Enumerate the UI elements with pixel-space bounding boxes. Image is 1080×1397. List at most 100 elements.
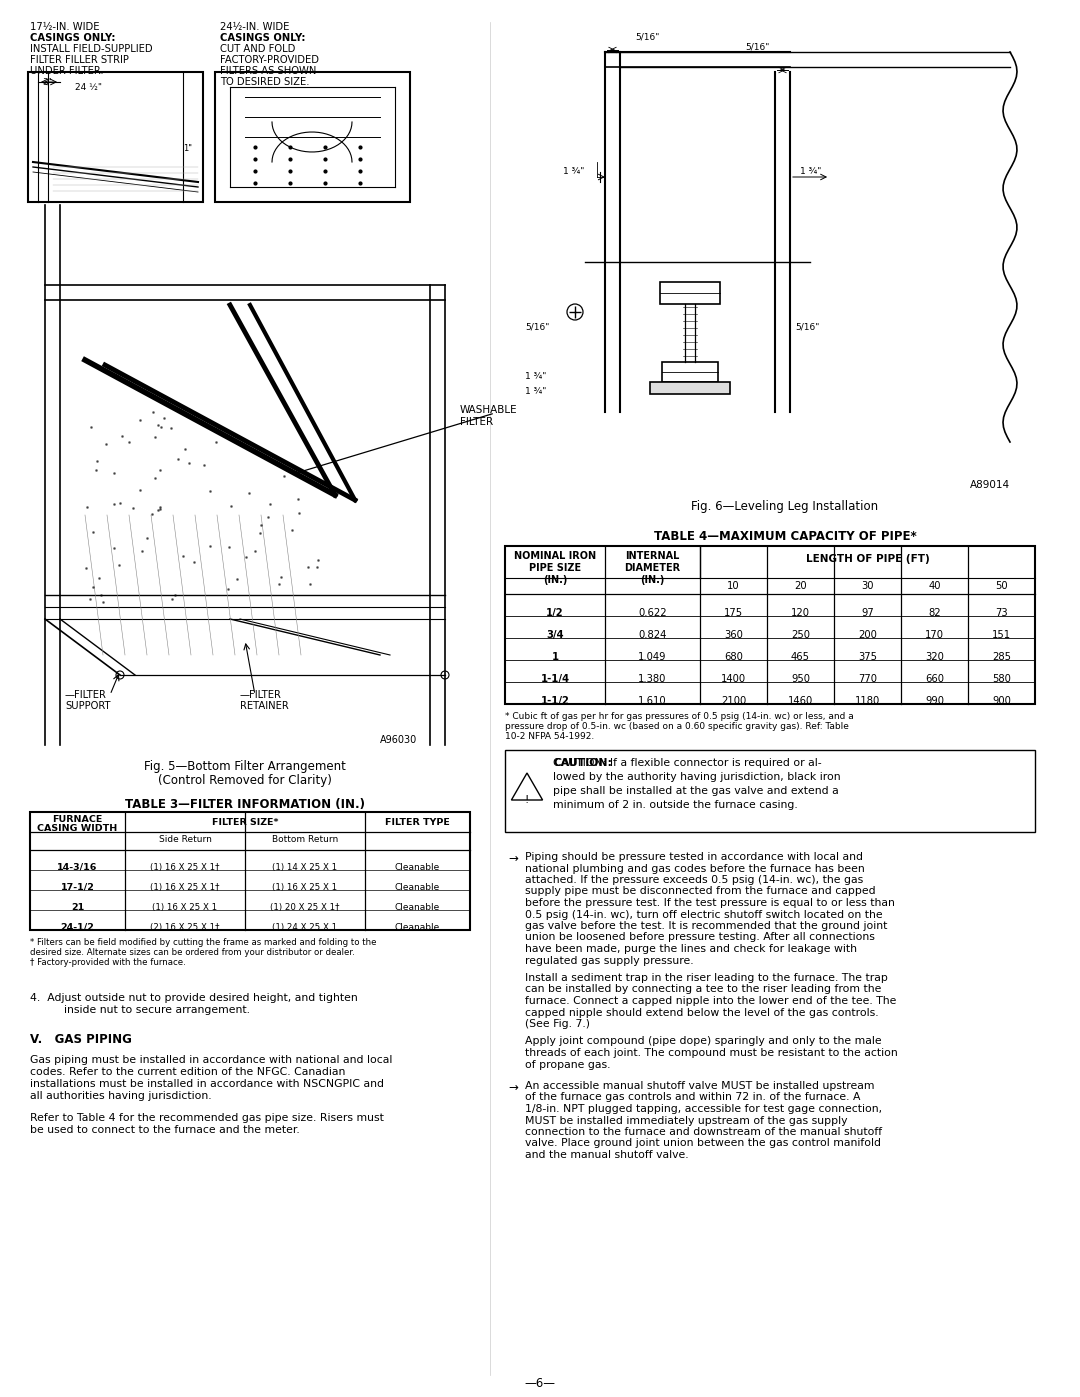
Polygon shape xyxy=(33,162,198,187)
Text: RETAINER: RETAINER xyxy=(240,701,288,711)
Text: INSTALL FIELD-SUPPLIED: INSTALL FIELD-SUPPLIED xyxy=(30,43,152,54)
Text: 5/16": 5/16" xyxy=(745,42,769,52)
Text: FURNACE: FURNACE xyxy=(52,814,103,824)
Text: NOMINAL IRON: NOMINAL IRON xyxy=(514,550,596,562)
Text: 97: 97 xyxy=(861,608,874,617)
Text: 3": 3" xyxy=(42,78,52,87)
Text: 4.  Adjust outside nut to provide desired height, and tighten: 4. Adjust outside nut to provide desired… xyxy=(30,993,357,1003)
Text: FILTERS AS SHOWN: FILTERS AS SHOWN xyxy=(220,66,316,75)
Text: Gas piping must be installed in accordance with national and local: Gas piping must be installed in accordan… xyxy=(30,1055,392,1065)
Text: 1460: 1460 xyxy=(788,696,813,705)
Text: 24-1/2: 24-1/2 xyxy=(60,923,94,932)
Text: of the furnace gas controls and within 72 in. of the furnace. A: of the furnace gas controls and within 7… xyxy=(525,1092,861,1102)
Text: 170: 170 xyxy=(924,630,944,640)
Text: Install a sediment trap in the riser leading to the furnace. The trap: Install a sediment trap in the riser lea… xyxy=(525,972,888,983)
Text: 120: 120 xyxy=(791,608,810,617)
Text: regulated gas supply pressure.: regulated gas supply pressure. xyxy=(525,956,693,965)
Text: 770: 770 xyxy=(858,673,877,685)
Text: of propane gas.: of propane gas. xyxy=(525,1059,610,1070)
Text: FILTER: FILTER xyxy=(460,416,494,427)
Text: 1/8-in. NPT plugged tapping, accessible for test gage connection,: 1/8-in. NPT plugged tapping, accessible … xyxy=(525,1104,882,1113)
Text: Cleanable: Cleanable xyxy=(395,863,441,872)
Text: FACTORY-PROVIDED: FACTORY-PROVIDED xyxy=(220,54,319,66)
Text: !: ! xyxy=(525,795,529,805)
Text: 950: 950 xyxy=(791,673,810,685)
Text: 5/16": 5/16" xyxy=(795,321,820,331)
Bar xyxy=(28,73,203,203)
Text: 14-3/16: 14-3/16 xyxy=(57,863,97,872)
Text: CAUTION: If a flexible connector is required or al-: CAUTION: If a flexible connector is requ… xyxy=(553,759,822,768)
Text: 200: 200 xyxy=(859,630,877,640)
Text: WASHABLE: WASHABLE xyxy=(460,405,517,415)
Text: 5/16": 5/16" xyxy=(635,32,660,41)
Text: INTERNAL: INTERNAL xyxy=(625,550,679,562)
Text: (See Fig. 7.): (See Fig. 7.) xyxy=(525,1018,590,1030)
Text: 17-1/2: 17-1/2 xyxy=(60,883,94,893)
Text: 10: 10 xyxy=(727,581,740,591)
Bar xyxy=(505,750,1035,833)
Text: TABLE 4—MAXIMUM CAPACITY OF PIPE*: TABLE 4—MAXIMUM CAPACITY OF PIPE* xyxy=(653,529,916,543)
Text: CUT AND FOLD: CUT AND FOLD xyxy=(220,43,295,54)
Text: 1: 1 xyxy=(552,652,558,662)
Text: attached. If the pressure exceeds 0.5 psig (14-in. wc), the gas: attached. If the pressure exceeds 0.5 ps… xyxy=(525,875,863,886)
Text: 1": 1" xyxy=(183,144,192,154)
Text: gas valve before the test. It is recommended that the ground joint: gas valve before the test. It is recomme… xyxy=(525,921,888,930)
Text: A89014: A89014 xyxy=(970,481,1010,490)
Text: 990: 990 xyxy=(924,696,944,705)
Text: 285: 285 xyxy=(993,652,1011,662)
Text: 0.824: 0.824 xyxy=(638,630,666,640)
Text: 21: 21 xyxy=(71,902,84,912)
Text: minimum of 2 in. outside the furnace casing.: minimum of 2 in. outside the furnace cas… xyxy=(553,800,798,810)
Text: 900: 900 xyxy=(993,696,1011,705)
Text: † Factory-provided with the furnace.: † Factory-provided with the furnace. xyxy=(30,958,186,967)
Text: CASINGS ONLY:: CASINGS ONLY: xyxy=(30,34,116,43)
Text: have been made, purge the lines and check for leakage with: have been made, purge the lines and chec… xyxy=(525,944,858,954)
Text: 151: 151 xyxy=(991,630,1011,640)
Text: * Cubic ft of gas per hr for gas pressures of 0.5 psig (14-in. wc) or less, and : * Cubic ft of gas per hr for gas pressur… xyxy=(505,712,854,721)
Text: 1180: 1180 xyxy=(855,696,880,705)
Text: (1) 16 X 25 X 1: (1) 16 X 25 X 1 xyxy=(272,883,338,893)
Text: Cleanable: Cleanable xyxy=(395,923,441,932)
Text: Bottom Return: Bottom Return xyxy=(272,835,338,844)
Text: 1 ¾": 1 ¾" xyxy=(525,387,546,395)
Text: can be installed by connecting a tee to the riser leading from the: can be installed by connecting a tee to … xyxy=(525,985,881,995)
Text: connection to the furnace and downstream of the manual shutoff: connection to the furnace and downstream… xyxy=(525,1127,882,1137)
Text: supply pipe must be disconnected from the furnace and capped: supply pipe must be disconnected from th… xyxy=(525,887,876,897)
Text: 3/4: 3/4 xyxy=(546,630,564,640)
Text: 660: 660 xyxy=(924,673,944,685)
Text: capped nipple should extend below the level of the gas controls.: capped nipple should extend below the le… xyxy=(525,1007,879,1017)
Text: (1) 16 X 25 X 1†: (1) 16 X 25 X 1† xyxy=(150,883,219,893)
Text: 50: 50 xyxy=(995,581,1008,591)
Bar xyxy=(650,381,730,394)
Text: 1 ¾": 1 ¾" xyxy=(800,168,822,176)
Text: threads of each joint. The compound must be resistant to the action: threads of each joint. The compound must… xyxy=(525,1048,897,1058)
Text: valve. Place ground joint union between the gas control manifold: valve. Place ground joint union between … xyxy=(525,1139,881,1148)
Text: Piping should be pressure tested in accordance with local and: Piping should be pressure tested in acco… xyxy=(525,852,863,862)
Text: (1) 16 X 25 X 1: (1) 16 X 25 X 1 xyxy=(152,902,217,912)
Bar xyxy=(30,812,470,930)
Text: DIAMETER: DIAMETER xyxy=(624,563,680,573)
Text: (IN.): (IN.) xyxy=(640,576,664,585)
Text: →: → xyxy=(508,1081,518,1094)
Text: 250: 250 xyxy=(791,630,810,640)
Text: V.   GAS PIPING: V. GAS PIPING xyxy=(30,1032,132,1046)
Text: Fig. 6—Leveling Leg Installation: Fig. 6—Leveling Leg Installation xyxy=(691,500,878,513)
Text: 580: 580 xyxy=(993,673,1011,685)
Text: TO DESIRED SIZE.: TO DESIRED SIZE. xyxy=(220,77,310,87)
Text: CAUTION:: CAUTION: xyxy=(553,759,612,768)
Text: SUPPORT: SUPPORT xyxy=(65,701,110,711)
Text: 82: 82 xyxy=(928,608,941,617)
Text: all authorities having jurisdiction.: all authorities having jurisdiction. xyxy=(30,1091,212,1101)
Text: (IN.): (IN.) xyxy=(543,576,567,585)
Text: before the pressure test. If the test pressure is equal to or less than: before the pressure test. If the test pr… xyxy=(525,898,895,908)
Text: furnace. Connect a capped nipple into the lower end of the tee. The: furnace. Connect a capped nipple into th… xyxy=(525,996,896,1006)
Text: 24½-IN. WIDE: 24½-IN. WIDE xyxy=(220,22,289,32)
Text: Cleanable: Cleanable xyxy=(395,902,441,912)
Text: UNDER FILTER.: UNDER FILTER. xyxy=(30,66,104,75)
Text: 24 ½": 24 ½" xyxy=(75,82,102,92)
Text: 40: 40 xyxy=(928,581,941,591)
Bar xyxy=(660,282,720,305)
Text: lowed by the authority having jurisdiction, black iron: lowed by the authority having jurisdicti… xyxy=(553,773,840,782)
Text: →: → xyxy=(508,852,518,865)
Text: Refer to Table 4 for the recommended gas pipe size. Risers must: Refer to Table 4 for the recommended gas… xyxy=(30,1113,383,1123)
